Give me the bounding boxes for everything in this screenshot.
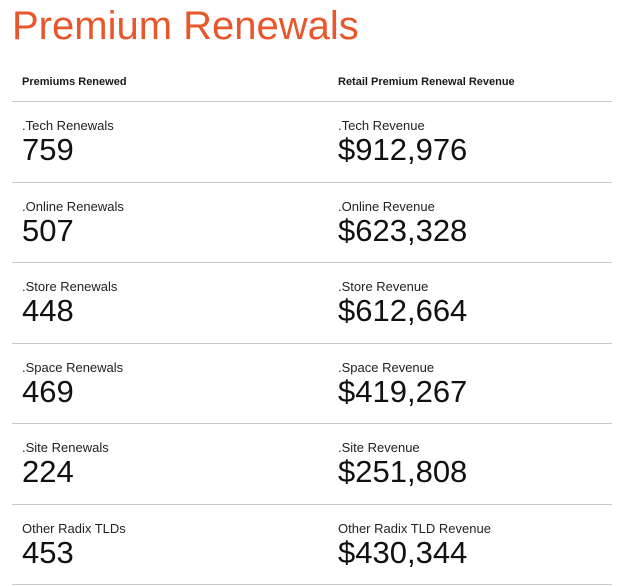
renewals-label: .Space Renewals bbox=[22, 359, 124, 375]
revenue-label: .Tech Revenue bbox=[338, 118, 425, 133]
row-divider bbox=[12, 504, 612, 505]
renewals-value: 224 bbox=[22, 454, 74, 489]
revenue-value: $612,664 bbox=[338, 293, 468, 328]
renewals-cell: .Online Renewals 507 bbox=[22, 199, 124, 248]
row-divider bbox=[12, 262, 612, 263]
renewals-cell: .Tech Renewals 759 bbox=[22, 118, 114, 167]
revenue-label: Other Radix TLD Revenue bbox=[338, 520, 491, 536]
row-divider bbox=[12, 343, 612, 344]
row-divider bbox=[12, 182, 612, 183]
row-divider bbox=[12, 584, 612, 585]
renewals-label: .Site Renewals bbox=[22, 440, 109, 455]
column-header-premiums-renewed: Premiums Renewed bbox=[22, 76, 127, 88]
renewals-label: .Store Renewals bbox=[22, 279, 118, 294]
revenue-cell: .Store Revenue $612,664 bbox=[338, 279, 467, 328]
renewals-value: 759 bbox=[22, 132, 74, 167]
revenue-cell: .Tech Revenue $912,976 bbox=[338, 118, 467, 167]
renewals-value: 507 bbox=[22, 212, 74, 248]
revenue-label: .Space Revenue bbox=[338, 359, 435, 375]
revenue-value: $430,344 bbox=[338, 534, 468, 570]
revenue-label: .Site Revenue bbox=[338, 440, 420, 455]
renewals-value: 469 bbox=[22, 373, 74, 409]
revenue-cell: .Site Revenue $251,808 bbox=[338, 440, 467, 489]
renewals-cell: Other Radix TLDs 453 bbox=[22, 521, 126, 570]
renewals-value: 448 bbox=[22, 293, 74, 328]
revenue-value: $623,328 bbox=[338, 212, 468, 248]
renewals-label: .Tech Renewals bbox=[22, 118, 114, 133]
revenue-value: $419,267 bbox=[338, 373, 468, 409]
row-divider bbox=[12, 101, 612, 102]
revenue-value: $251,808 bbox=[338, 454, 468, 489]
renewals-label: Other Radix TLDs bbox=[22, 520, 126, 536]
revenue-cell: .Online Revenue $623,328 bbox=[338, 199, 467, 248]
renewals-value: 453 bbox=[22, 534, 74, 570]
revenue-cell: .Space Revenue $419,267 bbox=[338, 360, 467, 409]
revenue-label: .Store Revenue bbox=[338, 279, 429, 294]
renewals-cell: .Store Renewals 448 bbox=[22, 279, 117, 328]
page-title: Premium Renewals bbox=[12, 4, 359, 48]
renewals-cell: .Site Renewals 224 bbox=[22, 440, 109, 489]
row-divider bbox=[12, 423, 612, 424]
column-header-revenue: Retail Premium Renewal Revenue bbox=[338, 76, 515, 88]
revenue-cell: Other Radix TLD Revenue $430,344 bbox=[338, 521, 491, 570]
renewals-label: .Online Renewals bbox=[22, 198, 124, 214]
revenue-value: $912,976 bbox=[338, 132, 468, 167]
renewals-cell: .Space Renewals 469 bbox=[22, 360, 123, 409]
revenue-label: .Online Revenue bbox=[338, 198, 435, 214]
